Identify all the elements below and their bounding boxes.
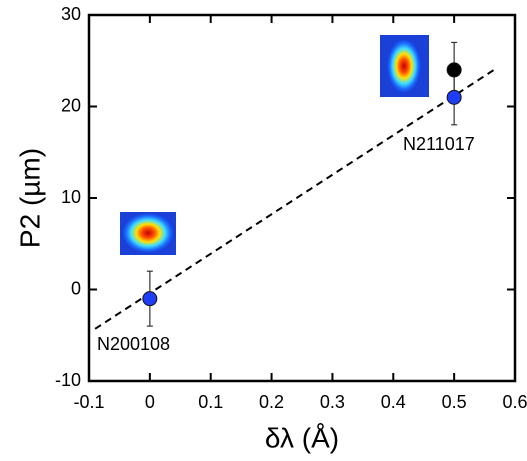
inset-image-1 [120, 212, 176, 255]
y-axis-label: P2 (µm) [14, 148, 45, 248]
x-tick-label: 0.4 [381, 392, 406, 412]
x-tick-label: 0 [145, 392, 155, 412]
annotation: N200108 [97, 334, 170, 354]
x-tick-label: -0.1 [73, 392, 104, 412]
x-tick-label: 0.3 [320, 392, 345, 412]
y-tick-label: 20 [61, 95, 81, 115]
y-tick-label: 10 [61, 187, 81, 207]
x-tick-label: 0.6 [502, 392, 527, 412]
fit-line [95, 68, 497, 329]
x-tick-label: 0.1 [198, 392, 223, 412]
y-tick-label: 30 [61, 4, 81, 24]
chart: δλ (Å) P2 (µm) -0.1 0 0.1 0.2 0.3 0.4 0.5 0.6 -1… [0, 0, 527, 461]
data-point [143, 292, 157, 306]
x-axis-label: δλ (Å) [265, 422, 339, 453]
data-point [447, 63, 461, 77]
annotation: N211017 [403, 134, 475, 154]
x-tick-label: 0.2 [259, 392, 284, 412]
y-tick-label: -10 [55, 370, 81, 390]
inset-image-2 [380, 35, 429, 97]
data-point [447, 90, 461, 104]
y-tick-label: 0 [71, 278, 81, 298]
x-tick-label: 0.5 [442, 392, 467, 412]
